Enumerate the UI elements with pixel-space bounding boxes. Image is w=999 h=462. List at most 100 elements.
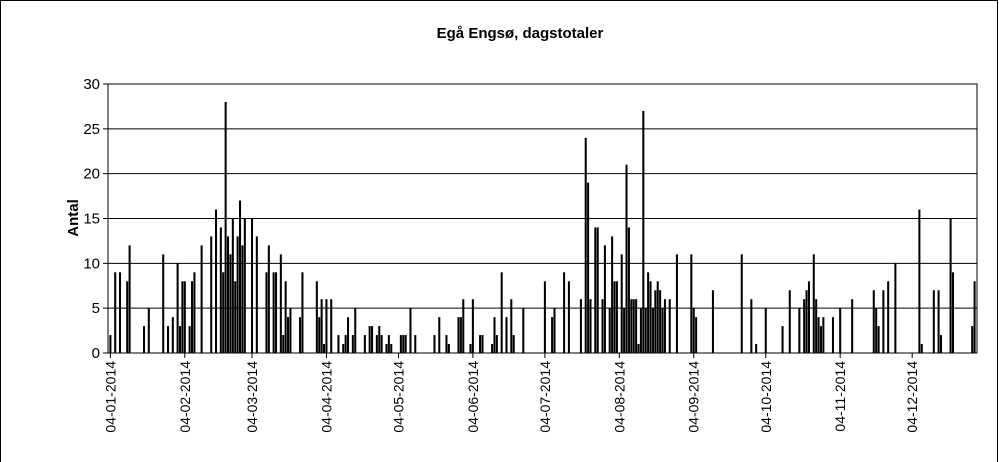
- x-tick-label: 04-07-2014: [537, 361, 553, 433]
- bar: [147, 308, 150, 353]
- bar: [481, 335, 484, 353]
- bar: [227, 236, 230, 353]
- bar: [457, 317, 460, 353]
- bar: [615, 281, 618, 353]
- bar: [224, 101, 227, 353]
- bar: [315, 281, 318, 353]
- bar: [299, 317, 302, 353]
- bar: [289, 308, 292, 353]
- bar: [594, 227, 597, 353]
- bar: [584, 137, 587, 353]
- bar: [750, 299, 753, 353]
- bar: [222, 272, 225, 353]
- bar: [587, 182, 590, 353]
- bar: [505, 317, 508, 353]
- bar: [414, 335, 417, 353]
- bar: [166, 326, 170, 353]
- bar: [493, 317, 496, 353]
- bar: [375, 335, 378, 353]
- bar: [661, 308, 664, 353]
- bar: [690, 254, 693, 353]
- bar: [803, 299, 806, 353]
- bar: [380, 335, 383, 353]
- bar: [654, 290, 657, 353]
- x-tick-label: 04-09-2014: [686, 361, 702, 433]
- bar: [692, 308, 695, 353]
- bar: [390, 344, 393, 353]
- bar: [639, 308, 642, 353]
- chart-title: Egå Engsø, dagstotaler: [437, 25, 604, 42]
- bar: [601, 299, 604, 353]
- y-tick-label: 15: [83, 211, 100, 228]
- y-tick-label: 30: [83, 76, 100, 93]
- x-tick-label: 04-03-2014: [244, 361, 260, 433]
- bar: [239, 200, 242, 353]
- bar: [330, 299, 333, 353]
- y-tick-label: 10: [83, 255, 100, 272]
- bar: [351, 335, 354, 353]
- bars: [109, 101, 976, 354]
- y-tick-label: 5: [92, 300, 100, 317]
- bar: [877, 326, 880, 353]
- bar: [608, 308, 611, 353]
- bar: [567, 281, 570, 353]
- bar: [500, 272, 503, 353]
- bar: [438, 317, 441, 353]
- bar: [937, 290, 940, 353]
- bar: [817, 317, 820, 353]
- bar: [819, 326, 822, 353]
- bar: [875, 308, 878, 353]
- bar: [251, 218, 254, 353]
- bar: [625, 164, 628, 353]
- axes: 0 5 10 15 20 25 30 04-01-2014 04-02-2014 04-03-20…: [83, 76, 920, 433]
- bar: [623, 308, 626, 353]
- bar: [267, 245, 270, 353]
- bar: [627, 227, 630, 353]
- bar: [651, 308, 654, 353]
- bar: [210, 236, 213, 353]
- bar: [229, 254, 232, 353]
- bar: [815, 299, 818, 353]
- bar: [325, 299, 328, 353]
- bar: [275, 272, 278, 353]
- bar: [711, 290, 714, 353]
- bar: [385, 344, 388, 353]
- bar: [109, 335, 112, 353]
- bar: [649, 281, 652, 353]
- bar: [812, 254, 815, 353]
- bar: [603, 245, 606, 353]
- bar: [596, 227, 599, 353]
- bar: [695, 317, 698, 353]
- bar: [234, 281, 237, 353]
- bar: [354, 308, 357, 353]
- bar: [323, 344, 326, 353]
- bar: [740, 254, 743, 353]
- x-tick-label: 04-01-2014: [102, 361, 118, 433]
- bar: [589, 299, 592, 353]
- x-tick-label: 04-10-2014: [758, 361, 774, 433]
- bar: [479, 335, 482, 353]
- bar: [642, 110, 645, 354]
- bar: [675, 254, 678, 353]
- bar: [255, 236, 258, 353]
- bar: [551, 317, 554, 353]
- bar: [181, 281, 184, 353]
- bar: [951, 272, 955, 353]
- bar: [831, 317, 834, 353]
- x-tick-label: 04-04-2014: [318, 361, 334, 433]
- bar: [887, 281, 890, 353]
- x-tick-label: 04-11-2014: [832, 361, 848, 432]
- y-axis-label: Antal: [65, 199, 82, 237]
- x-tick-label: 04-08-2014: [611, 361, 627, 433]
- x-tick-label: 04-06-2014: [465, 361, 481, 433]
- bar: [236, 236, 239, 353]
- bar: [459, 317, 462, 353]
- bar: [781, 326, 784, 353]
- bar: [171, 317, 174, 353]
- x-tick-label: 04-12-2014: [904, 361, 920, 433]
- bar: [788, 290, 791, 353]
- bar: [579, 299, 582, 353]
- bar: [126, 281, 129, 353]
- bar: [798, 308, 801, 353]
- bar: [219, 227, 222, 353]
